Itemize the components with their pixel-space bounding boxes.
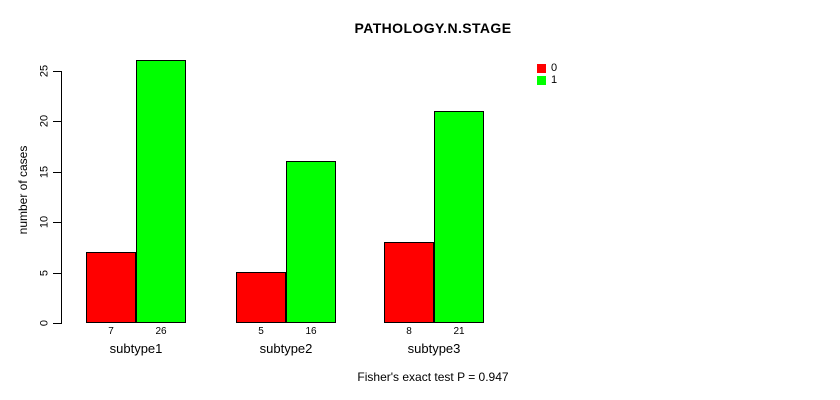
bar-value-label: 8 bbox=[406, 326, 412, 337]
y-tick-label: 0 bbox=[38, 319, 51, 327]
bar-0-subtype3 bbox=[384, 242, 434, 323]
category-label-subtype2: subtype2 bbox=[259, 341, 313, 356]
bar-1-subtype1 bbox=[136, 60, 186, 323]
y-tick bbox=[53, 172, 61, 173]
legend-item-0: 0 bbox=[537, 62, 558, 74]
y-axis-line bbox=[61, 71, 62, 324]
bar-value-label: 7 bbox=[108, 326, 114, 337]
category-label-subtype1: subtype1 bbox=[109, 341, 163, 356]
legend-item-1: 1 bbox=[537, 74, 558, 86]
bar-1-subtype3 bbox=[434, 111, 484, 323]
chart-title: PATHOLOGY.N.STAGE bbox=[354, 20, 512, 36]
bar-value-label: 21 bbox=[453, 326, 465, 337]
y-tick-label: 20 bbox=[38, 114, 51, 128]
legend-swatch-icon bbox=[537, 63, 546, 73]
y-tick bbox=[53, 71, 61, 72]
y-tick-label: 10 bbox=[38, 215, 51, 229]
bar-0-subtype2 bbox=[236, 272, 286, 323]
legend-item-label: 1 bbox=[551, 74, 558, 86]
y-tick bbox=[53, 121, 61, 122]
bar-0-subtype1 bbox=[86, 252, 136, 323]
bar-value-label: 16 bbox=[305, 326, 317, 337]
bar-value-label: 5 bbox=[258, 326, 264, 337]
y-tick bbox=[53, 323, 61, 324]
y-tick bbox=[53, 273, 61, 274]
y-tick-label: 25 bbox=[38, 64, 51, 78]
legend-swatch-icon bbox=[537, 75, 546, 85]
category-label-subtype3: subtype3 bbox=[407, 341, 461, 356]
bar-value-label: 26 bbox=[155, 326, 167, 337]
stats-annotation: Fisher's exact test P = 0.947 bbox=[357, 370, 509, 384]
y-tick bbox=[53, 222, 61, 223]
bar-1-subtype2 bbox=[286, 161, 336, 323]
y-tick-label: 15 bbox=[38, 165, 51, 179]
y-tick-label: 5 bbox=[38, 269, 51, 277]
legend-item-label: 0 bbox=[551, 62, 558, 74]
